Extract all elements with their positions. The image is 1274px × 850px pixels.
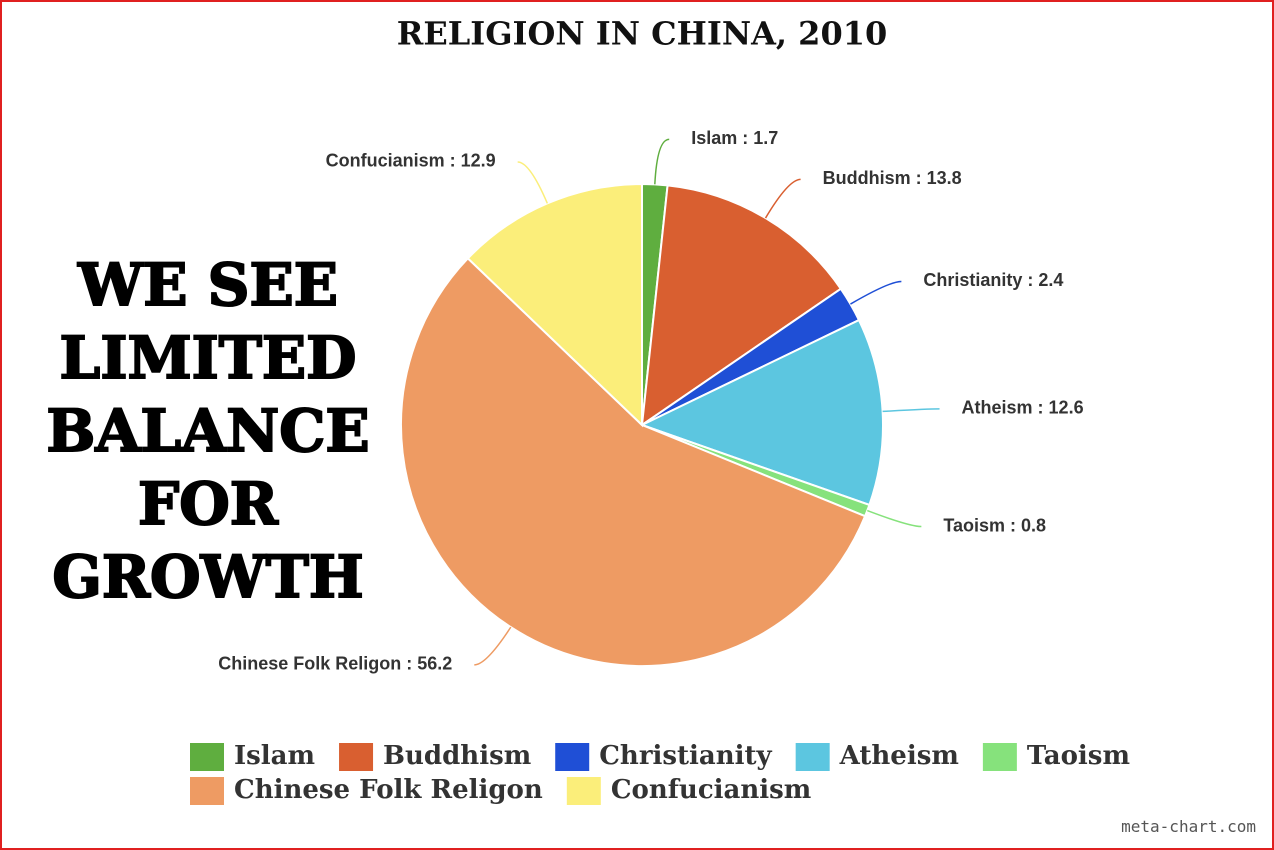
legend-label: Confucianism	[611, 775, 812, 805]
legend-swatch	[339, 743, 374, 771]
legend-swatch	[982, 743, 1017, 771]
annotation: LIMITED	[60, 324, 357, 392]
leader-line	[867, 509, 922, 528]
legend-label: Christianity	[599, 741, 772, 771]
legend-label: Islam	[234, 741, 315, 771]
data-label: Confucianism : 12.9	[326, 151, 496, 171]
legend-label: Atheism	[839, 741, 959, 771]
legend-label: Buddhism	[383, 741, 531, 771]
annotation: FOR	[138, 470, 279, 538]
legend-label: Taoism	[1027, 741, 1130, 771]
data-label: Taoism : 0.8	[943, 515, 1046, 535]
leader-line	[850, 280, 902, 305]
legend-label: Chinese Folk Religon	[234, 775, 543, 805]
pie-slice	[639, 318, 884, 507]
pie-slice	[640, 184, 843, 428]
legend-swatch	[795, 743, 830, 771]
data-label: Atheism : 12.6	[962, 398, 1084, 418]
data-label: Islam : 1.7	[691, 128, 778, 148]
leader-line	[474, 626, 512, 666]
annotation: BALANCE	[46, 397, 369, 465]
data-label: Buddhism : 13.8	[823, 168, 962, 188]
legend-swatch	[555, 743, 590, 771]
leader-line	[882, 408, 940, 413]
leader-line	[764, 178, 801, 219]
legend-swatch	[190, 777, 224, 805]
legend-swatch	[190, 743, 224, 771]
legend-swatch	[566, 777, 601, 805]
chart-title: RELIGION IN CHINA, 2010	[397, 15, 887, 53]
credit: meta-chart.com	[1121, 817, 1256, 836]
leader-line	[517, 161, 549, 204]
leader-line	[654, 138, 670, 185]
data-label: Christianity : 2.4	[923, 270, 1063, 290]
annotation: WE SEE	[77, 251, 338, 319]
data-label: Chinese Folk Religon : 56.2	[218, 654, 452, 674]
annotation: GROWTH	[52, 543, 363, 611]
